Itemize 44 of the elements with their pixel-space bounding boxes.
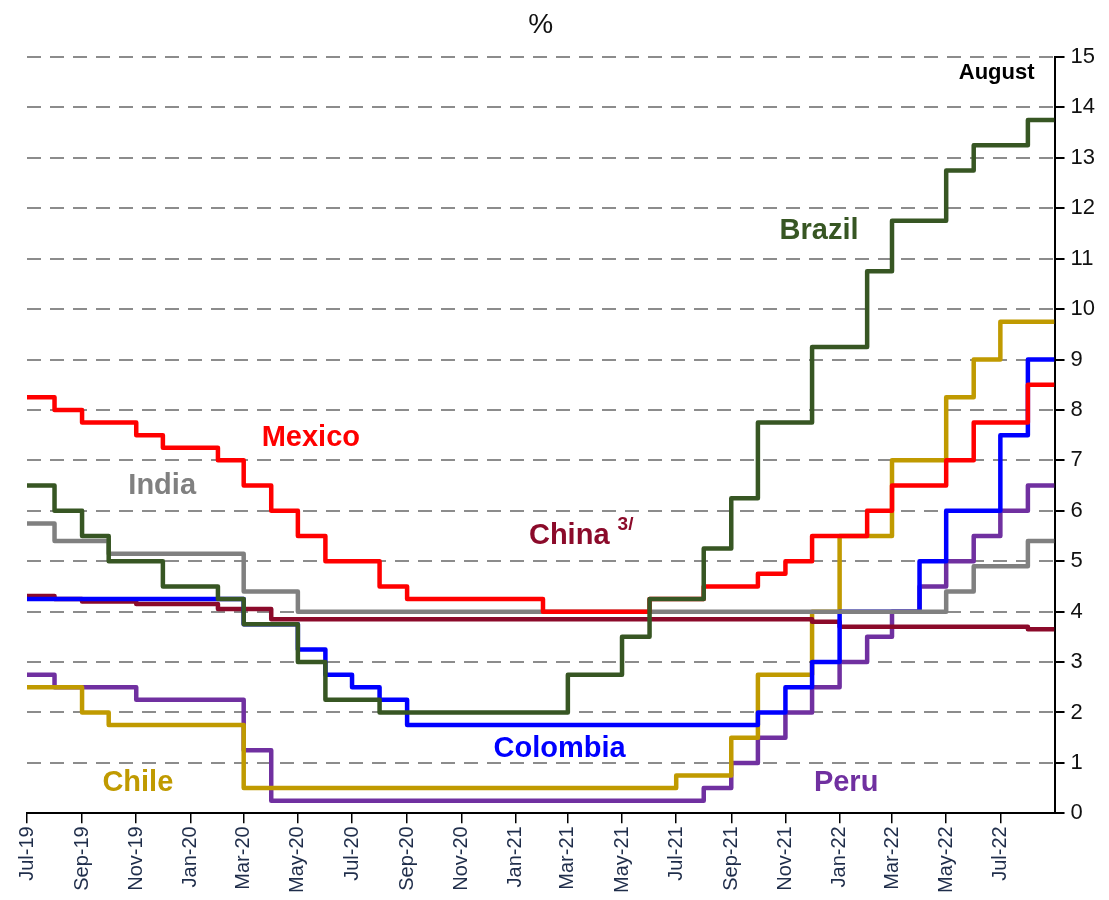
x-tick-label: Jul-19 <box>14 826 37 881</box>
y-tick-label: 6 <box>1070 496 1083 522</box>
y-tick-label: 8 <box>1070 396 1083 422</box>
series-label: Colombia <box>493 730 627 763</box>
y-tick-label: 12 <box>1070 194 1096 220</box>
y-tick-label: 14 <box>1070 93 1096 119</box>
x-tick-label: May-21 <box>609 826 632 894</box>
x-tick-label: May-22 <box>933 826 956 894</box>
x-tick-label: Jul-22 <box>987 826 1010 881</box>
y-tick-label: 5 <box>1070 547 1083 573</box>
x-tick-label: Jan-21 <box>502 826 525 888</box>
x-tick-label: Jul-20 <box>339 826 362 881</box>
series-label: Brazil <box>779 212 859 245</box>
series-label: Peru <box>813 765 879 798</box>
x-tick-label: Jan-22 <box>827 826 850 888</box>
x-tick-label: Mar-20 <box>231 826 254 890</box>
annotation: August <box>958 59 1036 85</box>
x-tick-label: Jan-20 <box>177 826 200 888</box>
x-tick-label: Nov-19 <box>123 826 146 891</box>
x-tick-label: Mar-22 <box>879 826 902 890</box>
series-label: Mexico <box>261 419 361 452</box>
y-tick-label: 4 <box>1070 597 1083 623</box>
y-tick-label: 0 <box>1070 799 1083 825</box>
x-tick-label: Sep-20 <box>394 826 417 891</box>
x-tick-label: Sep-21 <box>718 826 741 891</box>
y-tick-label: 15 <box>1070 43 1096 69</box>
y-tick-label: 11 <box>1070 244 1094 270</box>
y-tick-label: 2 <box>1070 698 1083 724</box>
y-tick-label: 13 <box>1070 143 1096 169</box>
y-tick-label: 9 <box>1070 345 1083 371</box>
series-label: India <box>128 467 197 500</box>
y-tick-label: 1 <box>1070 748 1083 774</box>
y-tick-label: 10 <box>1070 295 1096 321</box>
text: China 3/ <box>528 513 635 550</box>
y-tick-label: 7 <box>1070 446 1083 472</box>
y-tick-label: 3 <box>1070 648 1083 674</box>
x-tick-label: Sep-19 <box>69 826 92 891</box>
x-tick-label: Nov-20 <box>448 826 471 891</box>
series-label: Chile <box>102 765 174 798</box>
x-tick-label: Nov-21 <box>772 826 795 891</box>
y-axis-title: % <box>528 7 554 39</box>
x-tick-label: Mar-21 <box>555 826 578 890</box>
x-tick-label: May-20 <box>285 826 308 894</box>
x-tick-label: Jul-21 <box>663 826 686 881</box>
